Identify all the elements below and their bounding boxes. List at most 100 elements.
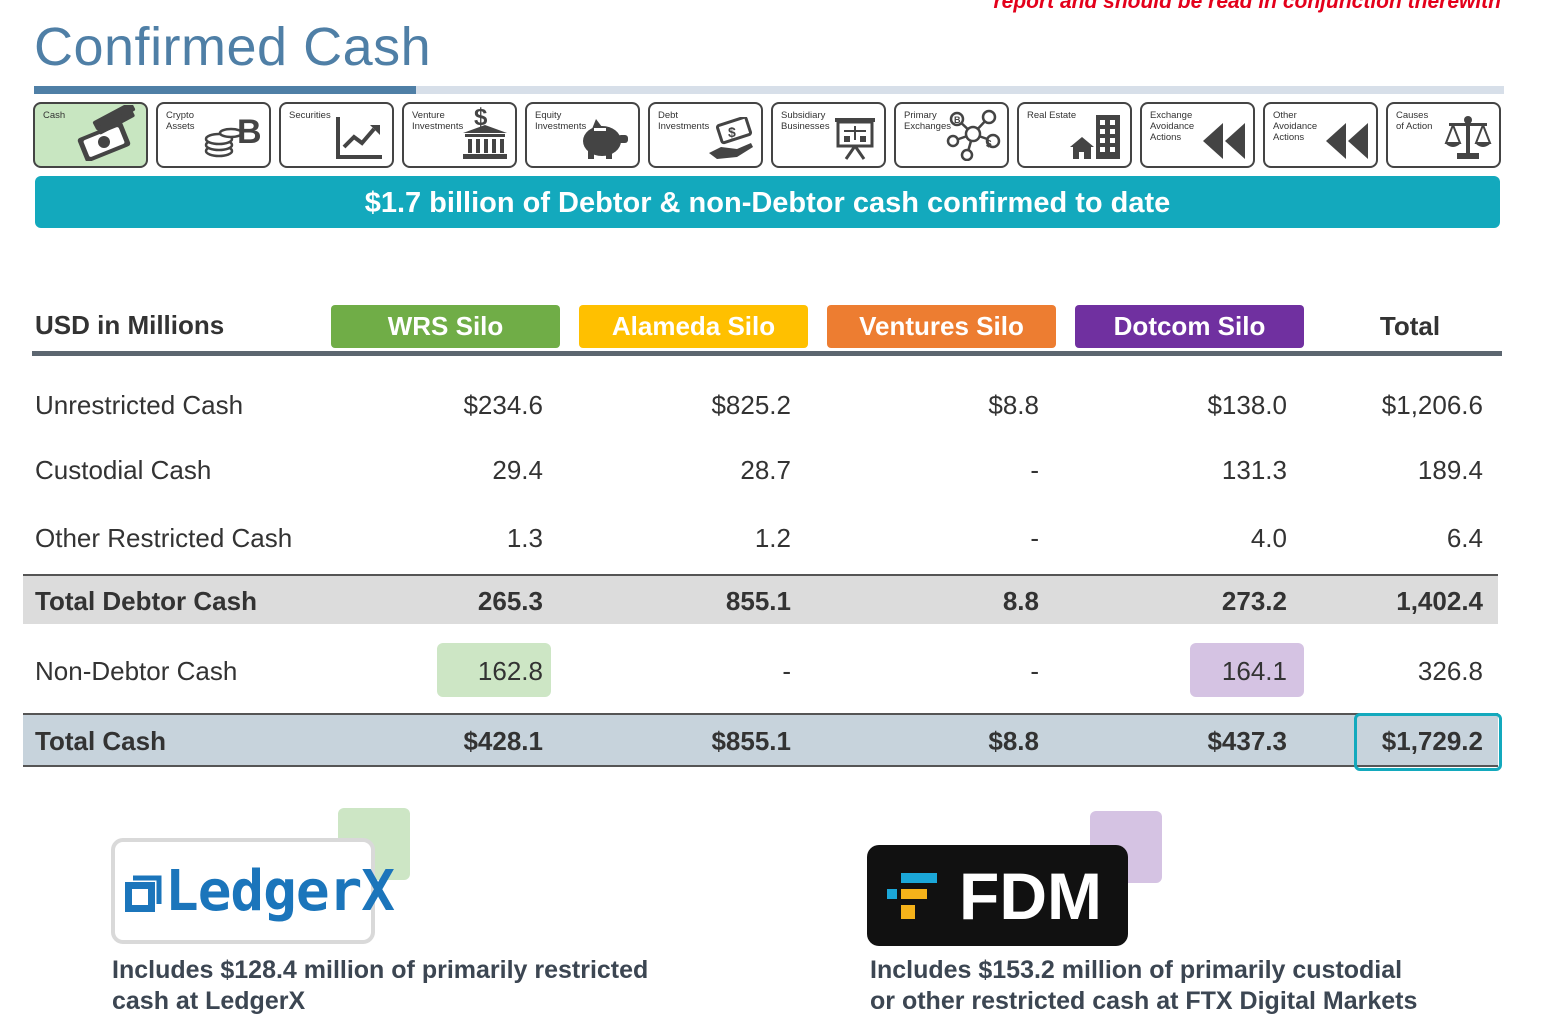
tab-other-avoidance-actions[interactable]: Other Avoidance Actions xyxy=(1263,102,1378,168)
column-header-wrs: WRS Silo xyxy=(331,305,560,348)
row-label: Other Restricted Cash xyxy=(35,523,293,553)
tab-cash[interactable]: Cash xyxy=(33,102,148,168)
ledgerx-caption: Includes $128.4 million of primarily res… xyxy=(112,955,648,1017)
tab-label: Subsidiary Businesses xyxy=(781,110,830,132)
svg-text:$: $ xyxy=(986,139,992,150)
scales-icon xyxy=(1444,116,1492,159)
tab-label: Crypto Assets xyxy=(166,110,195,132)
tab-exchange-avoidance-actions[interactable]: Exchange Avoidance Actions xyxy=(1140,102,1255,168)
table-row: Custodial Cash 29.4 28.7 - 131.3 189.4 xyxy=(23,447,1498,493)
piggy-bank-icon xyxy=(583,119,628,159)
crypto-coins-icon: B xyxy=(204,113,262,158)
bank-dollar-icon: $ xyxy=(463,104,507,159)
cell-value: 1,402.4 xyxy=(1396,586,1483,616)
column-header-dotcom: Dotcom Silo xyxy=(1075,305,1304,348)
summary-banner: $1.7 billion of Debtor & non-Debtor cash… xyxy=(35,176,1500,228)
cell-value: 6.4 xyxy=(1446,523,1483,553)
column-header-ventures: Ventures Silo xyxy=(827,305,1056,348)
svg-text:B: B xyxy=(954,115,961,125)
cell-value: 164.1 xyxy=(1221,656,1287,686)
dotcom-nondebtor-highlight xyxy=(1190,643,1304,697)
row-label: Custodial Cash xyxy=(35,455,212,485)
cell-value: - xyxy=(782,656,791,686)
unit-label: USD in Millions xyxy=(35,310,225,340)
tab-debt-investments[interactable]: Debt Investments $ xyxy=(648,102,763,168)
fdm-caption: Includes $153.2 million of primarily cus… xyxy=(870,955,1417,1017)
cell-value: 4.0 xyxy=(1250,523,1287,553)
table-row: Other Restricted Cash 1.3 1.2 - 4.0 6.4 xyxy=(23,515,1498,561)
table-row: Non-Debtor Cash 162.8 - - 164.1 326.8 xyxy=(23,648,1498,694)
tab-label: Equity Investments xyxy=(535,110,587,132)
tab-label: Primary Exchanges xyxy=(904,110,952,132)
tab-label: Venture Investments xyxy=(412,110,464,132)
tab-causes-of-action[interactable]: Causes of Action xyxy=(1386,102,1501,168)
cell-value: $825.2 xyxy=(711,390,791,420)
grand-total-highlight xyxy=(1354,713,1502,771)
rewind-icon xyxy=(1203,123,1245,159)
table-row-total-debtor: Total Debtor Cash 265.3 855.1 8.8 273.2 … xyxy=(23,574,1498,624)
cell-value: 273.2 xyxy=(1221,586,1287,616)
title-underline xyxy=(34,86,1504,94)
cell-value: 1.2 xyxy=(754,523,791,553)
cell-value: $428.1 xyxy=(463,726,543,756)
tab-label: Causes of Action xyxy=(1396,110,1433,132)
ledgerx-mark-icon xyxy=(125,875,162,912)
table-row-total-cash: Total Cash $428.1 $855.1 $8.8 $437.3 $1,… xyxy=(23,713,1498,767)
svg-text:B: B xyxy=(237,113,262,151)
tab-primary-exchanges[interactable]: Primary Exchanges $ B xyxy=(894,102,1009,168)
tab-crypto-assets[interactable]: Crypto Assets B xyxy=(156,102,271,168)
row-label: Non-Debtor Cash xyxy=(35,656,238,686)
network-nodes-icon: $ B xyxy=(946,109,1001,161)
cell-value: $855.1 xyxy=(711,726,791,756)
cell-value: $8.8 xyxy=(988,390,1039,420)
wrs-nondebtor-highlight xyxy=(437,643,551,697)
svg-text:$: $ xyxy=(474,104,488,131)
cell-value: 162.8 xyxy=(477,656,543,686)
page-title: Confirmed Cash xyxy=(34,17,432,77)
table-row: Unrestricted Cash $234.6 $825.2 $8.8 $13… xyxy=(23,382,1498,428)
tab-subsidiary-businesses[interactable]: Subsidiary Businesses xyxy=(771,102,886,168)
tab-label: Real Estate xyxy=(1027,110,1077,121)
cell-value: 265.3 xyxy=(477,586,543,616)
cell-value: 855.1 xyxy=(725,586,791,616)
tab-label: Debt Investments xyxy=(658,110,710,132)
fdm-caption-line-2: or other restricted cash at FTX Digital … xyxy=(870,987,1418,1015)
hand-money-icon: $ xyxy=(709,117,753,159)
cell-value: 131.3 xyxy=(1221,455,1287,485)
cell-value: - xyxy=(1030,523,1039,553)
cell-value: $234.6 xyxy=(463,390,543,420)
cell-value: 326.8 xyxy=(1417,656,1483,686)
ledgerx-caption-line-2: cash at LedgerX xyxy=(112,987,306,1015)
ledgerx-logo: LedgerX xyxy=(111,838,395,944)
tab-venture-investments[interactable]: Venture Investments $ xyxy=(402,102,517,168)
cell-value: - xyxy=(1030,656,1039,686)
cell-value: 1.3 xyxy=(506,523,543,553)
row-label: Unrestricted Cash xyxy=(35,390,244,420)
tab-securities[interactable]: Securities xyxy=(279,102,394,168)
chart-growth-icon xyxy=(336,117,382,159)
cell-value: $1,729.2 xyxy=(1381,726,1483,756)
cell-value: $8.8 xyxy=(988,726,1039,756)
tab-equity-investments[interactable]: Equity Investments xyxy=(525,102,640,168)
fdm-logo-text: FDM xyxy=(959,859,1102,933)
buildings-icon xyxy=(1070,115,1120,159)
rewind-icon xyxy=(1326,123,1368,159)
fdm-mark-icon xyxy=(887,873,937,919)
presentation-board-icon xyxy=(835,118,875,160)
cell-value: 8.8 xyxy=(1002,586,1039,616)
row-label: Total Cash xyxy=(35,726,166,756)
tab-label: Exchange Avoidance Actions xyxy=(1150,110,1195,143)
fdm-logo: FDM xyxy=(867,845,1128,946)
ledgerx-caption-line-1: Includes $128.4 million of primarily res… xyxy=(112,956,649,984)
column-header-total: Total xyxy=(1379,311,1441,341)
header-divider xyxy=(32,351,1502,356)
fdm-caption-line-1: Includes $153.2 million of primarily cus… xyxy=(870,956,1403,984)
cell-value: $138.0 xyxy=(1207,390,1287,420)
column-header-alameda: Alameda Silo xyxy=(579,305,808,348)
cell-value: 28.7 xyxy=(740,455,791,485)
tab-real-estate[interactable]: Real Estate xyxy=(1017,102,1132,168)
cell-value: 29.4 xyxy=(492,455,543,485)
cash-icon xyxy=(77,105,136,161)
cell-value: - xyxy=(1030,455,1039,485)
tab-label: Securities xyxy=(289,110,331,121)
